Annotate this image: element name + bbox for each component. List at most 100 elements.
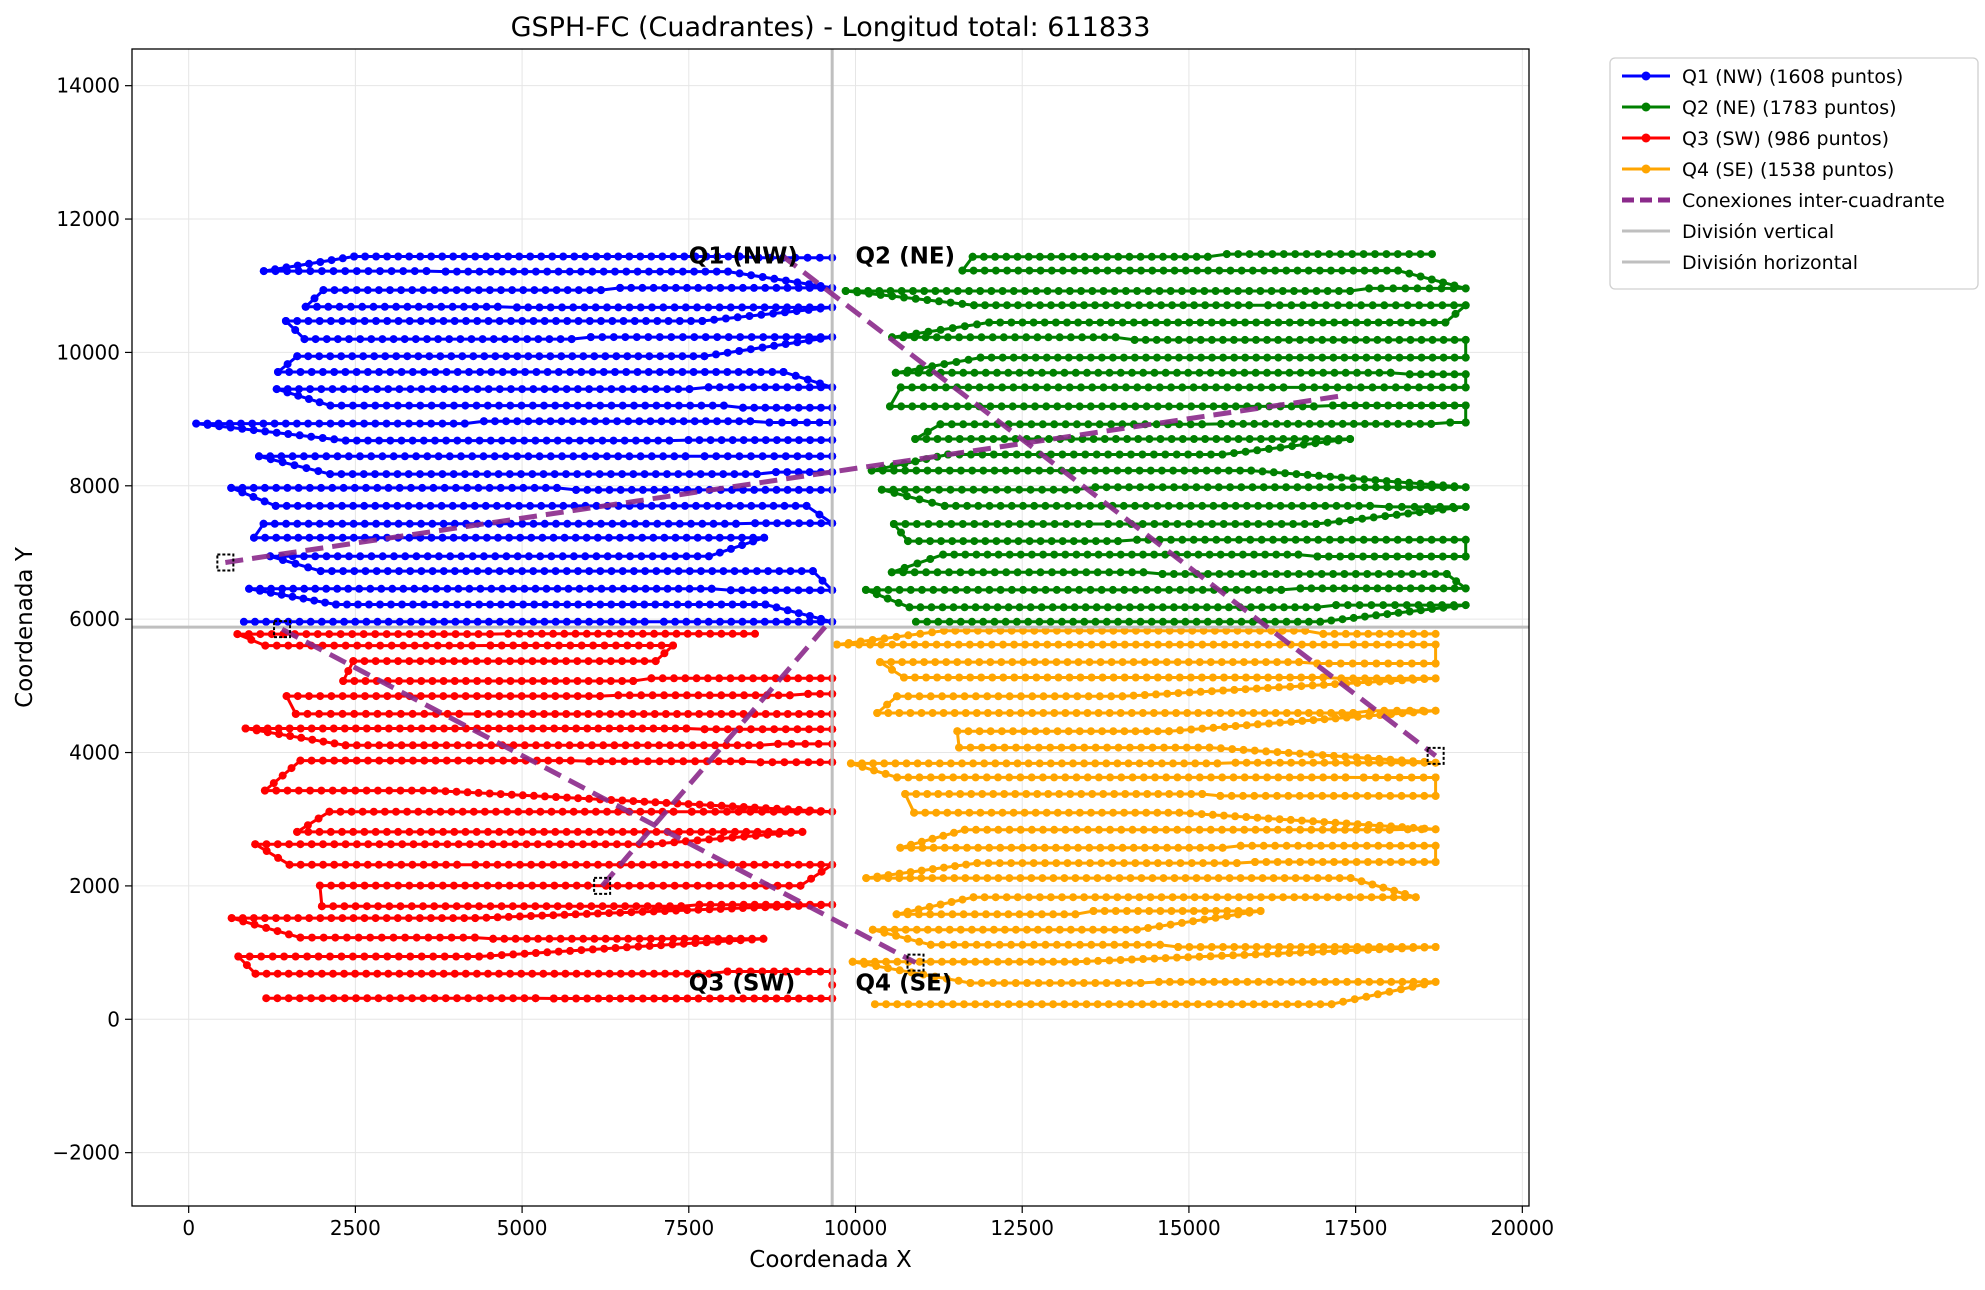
route-marker <box>756 758 765 767</box>
route-marker <box>1274 335 1283 344</box>
route-marker <box>658 501 667 510</box>
route-marker <box>1082 568 1091 577</box>
route-marker <box>1241 353 1250 362</box>
route-marker <box>1102 301 1110 310</box>
route-marker <box>527 533 536 542</box>
route-marker <box>344 452 353 461</box>
route-marker <box>971 603 980 612</box>
route-marker <box>1157 893 1166 902</box>
route-marker <box>549 911 558 920</box>
route-marker <box>1348 474 1357 483</box>
route-marker <box>691 934 700 943</box>
route-marker <box>349 827 358 836</box>
route-marker <box>1015 910 1024 919</box>
route-marker <box>1020 353 1029 362</box>
route-marker <box>352 994 360 1003</box>
route-marker <box>392 302 401 311</box>
route-marker <box>989 925 998 934</box>
route-marker <box>470 501 479 510</box>
route-marker <box>786 567 795 576</box>
route-marker <box>577 368 586 376</box>
route-marker <box>1052 626 1061 635</box>
route-marker <box>556 840 565 849</box>
route-marker <box>371 914 380 923</box>
route-marker <box>870 766 878 775</box>
route-marker <box>1098 940 1107 949</box>
route-marker <box>251 617 259 626</box>
route-marker <box>618 617 627 626</box>
route-marker <box>605 994 614 1003</box>
route-marker <box>646 934 655 943</box>
route-marker <box>956 790 965 798</box>
route-marker <box>420 709 429 718</box>
route-marker <box>515 501 523 510</box>
route-marker <box>473 385 482 394</box>
route-marker <box>1155 287 1164 295</box>
route-marker <box>1042 808 1051 817</box>
route-marker <box>516 881 525 890</box>
route-marker <box>1226 266 1235 275</box>
route-marker <box>1047 301 1055 310</box>
route-marker <box>585 401 593 410</box>
route-marker <box>868 925 877 934</box>
route-marker <box>846 759 855 768</box>
route-marker <box>1144 940 1153 949</box>
route-marker <box>1173 773 1182 782</box>
route-marker <box>723 348 732 357</box>
route-marker <box>625 691 634 700</box>
route-marker <box>1228 658 1237 667</box>
route-marker <box>1187 501 1195 510</box>
route-marker <box>1195 952 1204 961</box>
route-marker <box>900 563 909 572</box>
route-marker <box>584 710 593 718</box>
route-marker <box>1222 250 1231 259</box>
route-marker <box>998 808 1007 817</box>
route-marker <box>573 657 582 666</box>
route-marker <box>1014 301 1022 310</box>
route-marker <box>1158 570 1167 578</box>
route-marker <box>761 436 770 445</box>
route-marker <box>574 600 583 609</box>
route-marker <box>1185 688 1194 697</box>
route-marker <box>1294 550 1303 559</box>
route-marker <box>1139 568 1148 577</box>
route-marker <box>506 401 515 410</box>
route-marker <box>406 677 415 685</box>
route-marker <box>726 303 735 312</box>
route-marker <box>425 352 434 361</box>
route-marker <box>614 303 623 312</box>
route-marker <box>934 790 943 798</box>
route-marker <box>650 994 658 1003</box>
route-marker <box>307 432 316 441</box>
route-marker <box>409 600 417 609</box>
route-marker <box>736 501 745 510</box>
route-marker <box>1320 818 1329 827</box>
route-marker <box>478 335 487 344</box>
route-marker <box>1092 603 1101 612</box>
route-marker <box>1275 301 1284 310</box>
route-marker <box>772 283 781 292</box>
route-marker <box>923 466 932 475</box>
route-marker <box>931 972 940 981</box>
route-marker <box>1232 859 1241 868</box>
route-marker <box>680 252 689 261</box>
route-marker <box>895 585 904 594</box>
route-marker <box>404 501 413 510</box>
route-marker <box>1063 658 1072 667</box>
route-marker <box>1120 585 1129 594</box>
route-marker <box>618 657 627 666</box>
route-marker <box>709 519 718 528</box>
route-marker <box>1332 977 1340 986</box>
route-marker <box>1007 585 1016 594</box>
route-marker <box>1298 501 1307 510</box>
route-marker <box>1356 383 1365 392</box>
route-marker <box>319 860 328 869</box>
route-marker <box>487 584 496 593</box>
route-marker <box>1321 383 1330 392</box>
route-marker <box>684 710 693 718</box>
route-marker <box>1122 383 1130 392</box>
route-marker <box>1231 722 1240 730</box>
route-marker <box>374 286 383 295</box>
route-marker <box>1406 401 1415 410</box>
route-marker <box>920 658 929 667</box>
